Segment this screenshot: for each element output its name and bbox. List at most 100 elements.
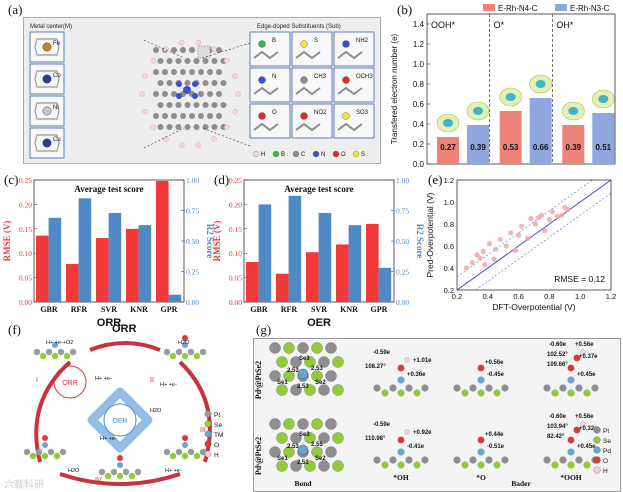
metal-site-atom xyxy=(183,86,191,94)
lattice-atom xyxy=(332,460,344,472)
slab-atom xyxy=(373,456,381,464)
right-tick-label: 0.75 xyxy=(396,207,409,216)
scatter-point xyxy=(539,212,545,218)
legend-label: Pd xyxy=(603,448,611,455)
legend-label: E-Rh-N4-C xyxy=(498,4,538,13)
legend-label: Se xyxy=(603,438,611,445)
slab-atom xyxy=(453,456,461,464)
right-tick-label: 0.00 xyxy=(186,298,199,307)
surface-atom xyxy=(163,348,171,356)
lattice-atom xyxy=(311,418,323,430)
lattice-atom xyxy=(290,384,302,396)
panel-a-structures: Metal center(M) Fe Co Ni Cu Edge-doped Subs… xyxy=(29,24,375,159)
bond-label: Se2 xyxy=(315,380,326,386)
cycle-arrow-bottom xyxy=(59,472,181,486)
charge-label: +0.37e xyxy=(579,354,598,360)
oer-label: OER xyxy=(112,418,127,425)
bond-label: Se3 xyxy=(299,432,310,438)
surface-atom xyxy=(199,348,207,356)
y-tick-label: 1.2 xyxy=(413,40,425,49)
chart-subtitle: OER xyxy=(307,317,331,327)
charge-label: -0.59e xyxy=(373,350,391,356)
left-tick-label: 0.00 xyxy=(229,298,242,307)
bar-rmse-gpr xyxy=(366,223,379,302)
right-tick-label: 0.50 xyxy=(186,237,199,246)
left-axis-label: RMSE (V) xyxy=(2,221,12,262)
bar-rmse-svr xyxy=(96,238,109,302)
right-axis-label: R2 Score xyxy=(205,224,215,259)
carbon-atom xyxy=(157,124,164,130)
surface-atom xyxy=(57,348,65,356)
charge-label: 82.42° xyxy=(547,434,565,440)
left-tick-label: 0.05 xyxy=(19,274,32,283)
substituent-atom xyxy=(300,76,308,84)
panel-d-label: (d) xyxy=(214,172,230,187)
legend-label: O xyxy=(214,442,219,449)
metal-label: Co xyxy=(53,73,61,79)
panel-g-label: (g) xyxy=(256,322,272,337)
surface-atom xyxy=(41,452,49,460)
charge-label: -0.45e xyxy=(487,372,505,378)
bar-r2-svr xyxy=(108,212,122,302)
pd-atom xyxy=(297,368,309,380)
charge-label: +0.45e xyxy=(577,372,596,378)
o-atom xyxy=(567,364,575,372)
scatter-point xyxy=(497,236,503,242)
left-tick-label: 0.25 xyxy=(19,176,32,185)
surface-atom xyxy=(69,348,77,356)
slab-atom xyxy=(543,456,551,464)
scatter-point xyxy=(503,243,509,249)
lattice-atom xyxy=(325,418,337,430)
lattice-atom xyxy=(276,460,288,472)
hydrogen-atom xyxy=(139,91,145,97)
slab-atom xyxy=(583,389,591,397)
charge-label: -0.51e xyxy=(487,444,505,450)
carbon-atom xyxy=(216,47,222,53)
oer-arrow-loop xyxy=(87,387,153,453)
scatter-point xyxy=(549,209,556,215)
slab-atom xyxy=(591,384,599,392)
substituent-atom xyxy=(258,76,266,84)
bond-label: 2.55 xyxy=(311,442,323,448)
column-label: Bond xyxy=(294,479,312,488)
identity-line xyxy=(456,179,612,291)
slab-atom xyxy=(389,456,397,464)
legend-dot-tm xyxy=(204,430,212,438)
legend-dot-pt xyxy=(204,410,212,418)
carbon-atom xyxy=(207,113,213,119)
carbon-atom xyxy=(211,80,218,86)
substituent-label: S xyxy=(314,38,318,44)
slab-atom xyxy=(575,456,583,464)
substituent-bonds xyxy=(253,50,279,60)
charge-label: +0.56e xyxy=(485,360,504,366)
carbon-atom xyxy=(198,69,204,75)
slab-atom xyxy=(485,384,493,392)
slab-atom xyxy=(397,461,405,469)
carbon-atom xyxy=(153,47,159,53)
carbon-atom xyxy=(180,47,186,53)
lattice-atom xyxy=(269,342,281,354)
legend-label: Pt xyxy=(214,412,220,419)
bar-r2-gpr xyxy=(168,294,182,302)
metal-ring xyxy=(34,70,60,88)
surface-atom xyxy=(63,352,71,360)
h-atom xyxy=(580,421,586,427)
charge-label: -0.60e xyxy=(549,414,567,420)
left-tick-label: 0.25 xyxy=(229,176,242,185)
legend-dot-n xyxy=(312,150,320,158)
carbon-atom xyxy=(198,91,204,97)
carbon-atom xyxy=(193,102,200,108)
substituent-cell xyxy=(333,103,375,139)
surface-atom xyxy=(175,448,183,456)
legend-dot-h xyxy=(252,150,260,158)
legend-label: S xyxy=(361,152,365,158)
surface-atom xyxy=(59,448,67,456)
carbon-atom xyxy=(157,58,164,64)
carbon-atom xyxy=(216,69,222,75)
legend-dot-se xyxy=(204,420,212,428)
slab-atom xyxy=(575,384,583,392)
substituent-label: OCH3 xyxy=(356,74,373,80)
legend-label: O xyxy=(341,152,346,158)
oer-circle xyxy=(103,403,137,437)
legend-dot-h xyxy=(593,466,601,474)
